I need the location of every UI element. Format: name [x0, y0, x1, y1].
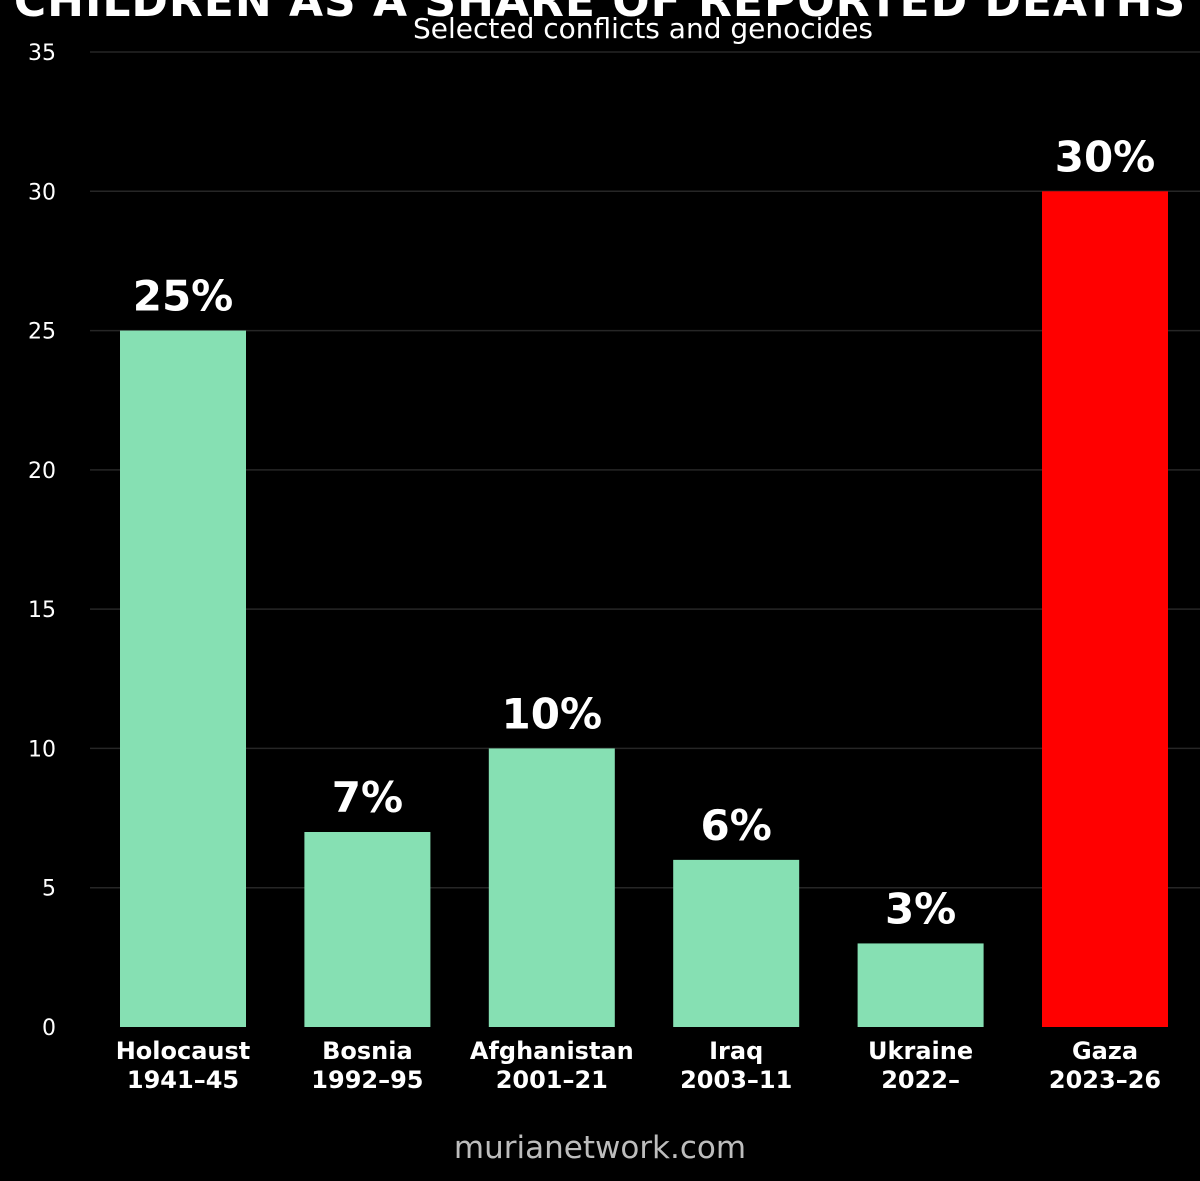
y-tick-label: 10	[28, 737, 56, 762]
bar	[673, 859, 800, 1027]
x-tick-label: 1941–45	[127, 1066, 239, 1094]
y-tick-label: 30	[28, 180, 56, 205]
bar-value-label: 30%	[1055, 132, 1156, 181]
bar-value-label: 3%	[885, 884, 956, 933]
x-tick-label: 1992–95	[311, 1066, 423, 1094]
x-tick-label: 2001–21	[496, 1066, 608, 1094]
y-tick-label: 35	[28, 41, 56, 66]
bar	[304, 832, 431, 1027]
bar	[857, 943, 984, 1027]
watermark: murianetwork.com	[453, 1130, 747, 1166]
bar-value-label: 25%	[133, 272, 234, 321]
y-tick-label: 15	[28, 598, 56, 623]
chart-subtitle: Selected conflicts and genocides	[412, 12, 874, 45]
bar	[1042, 191, 1168, 1028]
bar-value-label: 7%	[332, 773, 403, 822]
x-tick-label: Holocaust	[116, 1037, 251, 1065]
bar-value-label: 10%	[502, 689, 603, 738]
y-tick-label: 25	[28, 320, 56, 345]
bar-value-label: 6%	[701, 801, 772, 850]
chart-title: CHILDREN AS A SHARE OF REPORTED DEATHS	[13, 0, 1187, 27]
x-tick-label: Iraq	[709, 1037, 763, 1065]
x-tick-label: 2003–11	[680, 1066, 792, 1094]
x-tick-label: 2023–26	[1049, 1066, 1161, 1094]
y-tick-label: 5	[42, 877, 56, 902]
x-tick-label: Bosnia	[322, 1037, 413, 1065]
y-tick-label: 0	[42, 1016, 56, 1041]
x-tick-label: 2022–	[881, 1066, 960, 1094]
x-tick-label: Ukraine	[868, 1037, 973, 1065]
y-tick-label: 20	[28, 459, 56, 484]
x-tick-label: Gaza	[1072, 1037, 1138, 1065]
bar	[488, 748, 615, 1027]
bar	[120, 330, 246, 1028]
x-tick-label: Afghanistan	[470, 1037, 634, 1065]
